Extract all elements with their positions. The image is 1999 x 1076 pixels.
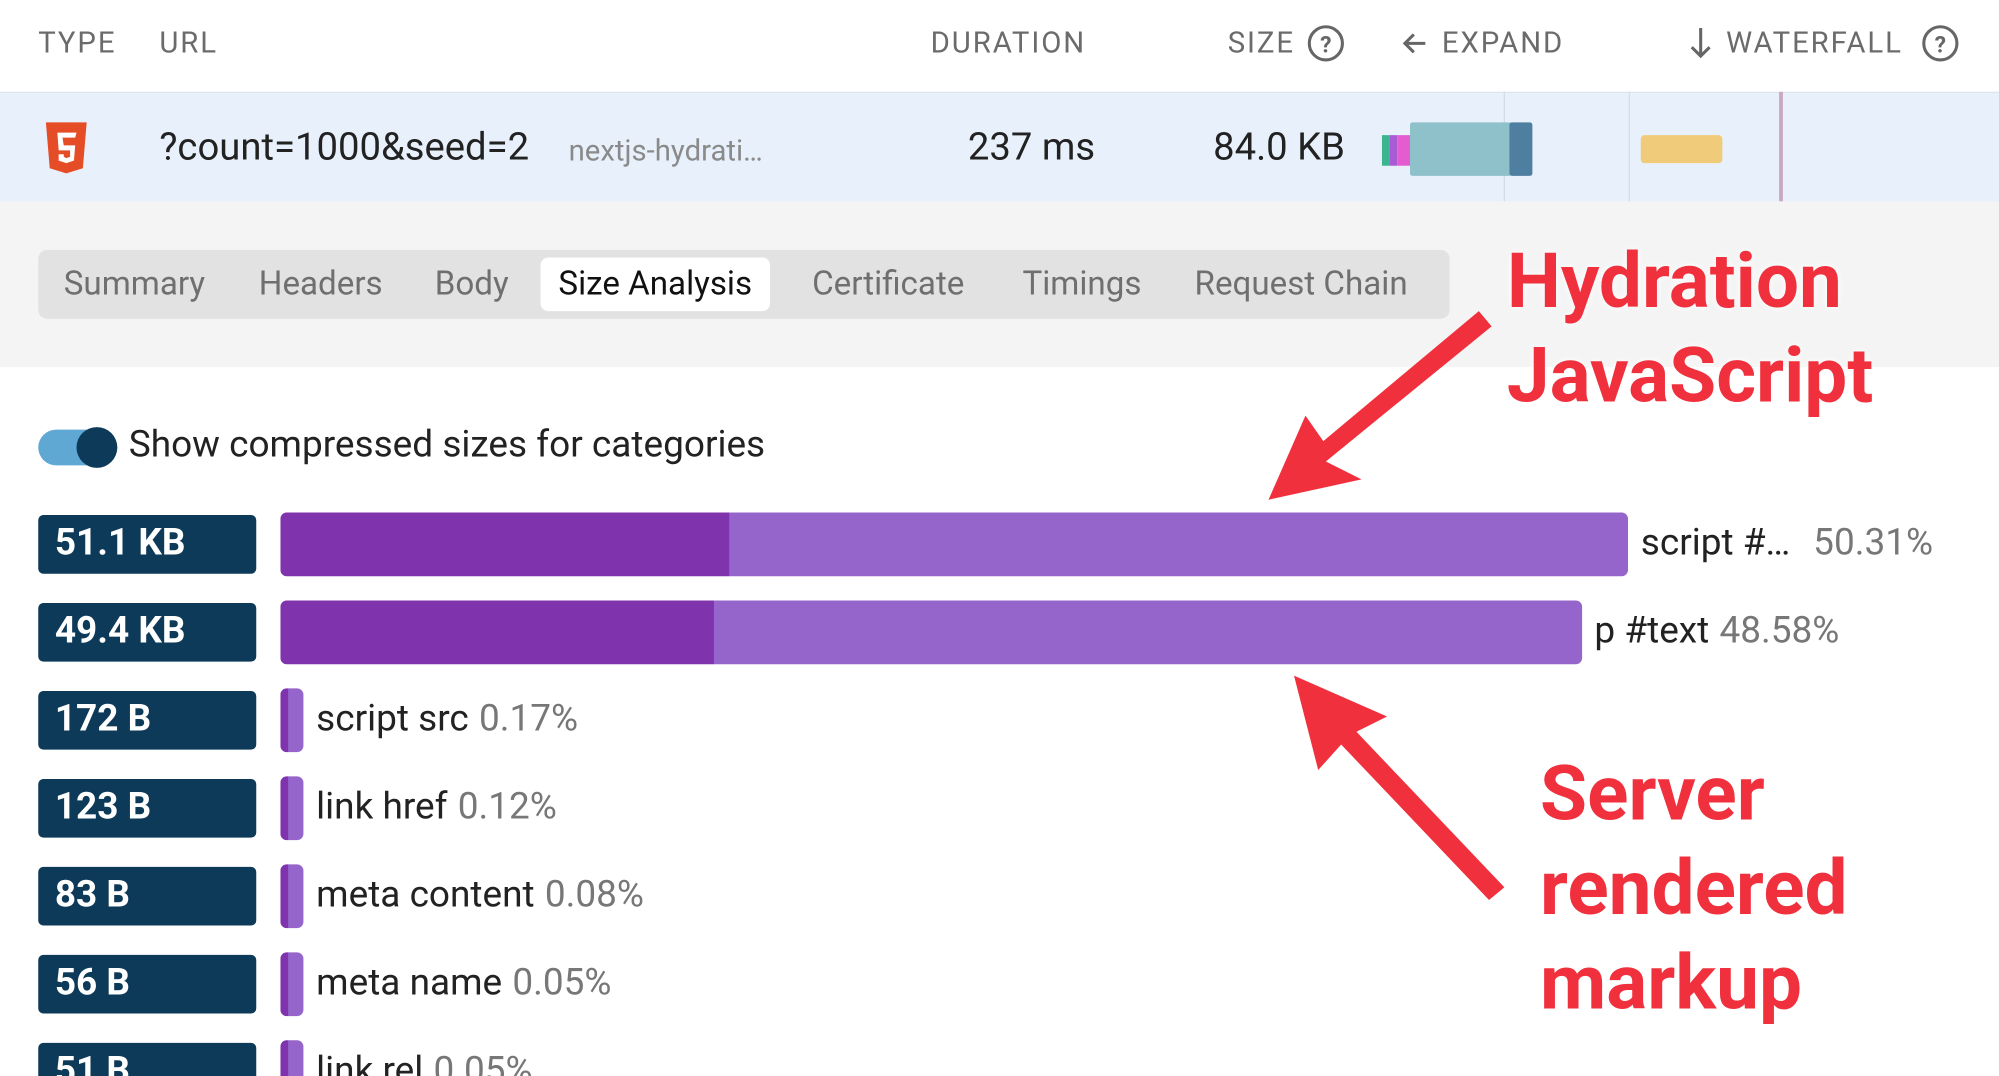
category-name: meta content	[316, 873, 535, 917]
tab[interactable]: Summary	[63, 265, 206, 304]
col-type: TYPE	[38, 25, 117, 60]
tab[interactable]: Headers	[258, 265, 383, 304]
svg-text:?: ?	[1935, 31, 1946, 58]
category-name: link href	[316, 785, 448, 829]
category-label: link href 0.12%	[316, 785, 557, 828]
annotation-line: Server	[1540, 748, 1765, 839]
category-label: p #text 48.58%	[1594, 609, 1839, 652]
annotation-line: JavaScript	[1506, 330, 1874, 421]
toggle[interactable]	[36, 423, 123, 471]
annotation-line: rendered	[1540, 842, 1848, 934]
category-name: script src	[316, 697, 469, 741]
bar	[280, 864, 304, 929]
size-label: 83 B	[54, 873, 131, 917]
category-share: 0.17%	[478, 697, 579, 741]
bar	[280, 688, 304, 753]
bar	[280, 952, 304, 1017]
size-label: 51 B	[54, 1049, 131, 1076]
size-label: 49.4 KB	[54, 609, 186, 653]
bar	[280, 512, 1629, 577]
bar	[280, 1040, 304, 1076]
col-size[interactable]: SIZE	[1227, 25, 1295, 60]
tab[interactable]: Timings	[1022, 265, 1142, 304]
col-duration[interactable]: DURATION	[930, 25, 1087, 60]
toggle-label: Show compressed sizes for categories	[128, 423, 766, 467]
annotation-server: Server rendered markup	[1540, 747, 1848, 1030]
category-share: 48.58%	[1719, 609, 1840, 653]
size-badge	[38, 690, 257, 750]
category-name: script #…	[1640, 521, 1791, 565]
size-badge	[38, 866, 257, 926]
size-badge	[38, 778, 257, 838]
request-url: ?count=1000&seed=2	[159, 124, 530, 170]
annotation-line: markup	[1540, 937, 1802, 1028]
category-share: 50.31%	[1813, 521, 1934, 565]
category-name: link rel	[316, 1049, 424, 1076]
size-label: 123 B	[54, 785, 152, 829]
bar-compressed	[280, 952, 289, 1017]
col-waterfall[interactable]: WATERFALL	[1726, 25, 1903, 60]
tab[interactable]: Certificate	[812, 265, 965, 304]
category-label: link rel 0.05%	[316, 1049, 532, 1076]
category-label: script src 0.17%	[316, 697, 578, 740]
bar	[280, 776, 304, 841]
request-size: 84.0 KB	[1213, 124, 1345, 170]
annotation-hydration: Hydration JavaScript	[1507, 235, 1873, 424]
request-host: nextjs-hydrati…	[568, 133, 763, 169]
category-name: p #text	[1594, 609, 1710, 653]
bar	[280, 600, 1582, 665]
category-label: script #… 50.31%	[1641, 521, 1933, 564]
col-url: URL	[159, 25, 218, 60]
size-badge	[38, 954, 257, 1014]
size-label: 56 B	[54, 961, 131, 1005]
size-label: 51.1 KB	[54, 521, 186, 565]
bar-compressed	[280, 512, 730, 577]
size-badge	[38, 603, 257, 662]
category-share: 0.12%	[457, 785, 557, 829]
category-share: 0.08%	[544, 873, 645, 917]
col-expand[interactable]: EXPAND	[1441, 25, 1565, 60]
category-share: 0.05%	[512, 961, 612, 1005]
annotation-line: Hydration	[1506, 235, 1842, 327]
size-badge	[38, 1042, 257, 1076]
header-icons: ? ?	[1307, 25, 1959, 62]
bar-compressed	[280, 776, 289, 841]
request-graphics	[45, 91, 1783, 202]
bar-compressed	[280, 600, 715, 665]
category-share: 0.05%	[433, 1049, 533, 1076]
request-duration: 237 ms	[967, 124, 1096, 170]
tab[interactable]: Request Chain	[1194, 265, 1408, 304]
size-badge	[38, 515, 257, 574]
category-label: meta content 0.08%	[316, 873, 644, 916]
bar-compressed	[280, 688, 289, 753]
bar-compressed	[280, 864, 289, 929]
tab[interactable]: Body	[434, 265, 509, 304]
category-label: meta name 0.05%	[316, 961, 611, 1004]
bar-compressed	[280, 1040, 289, 1076]
size-label: 172 B	[54, 697, 152, 741]
tab[interactable]: Size Analysis	[540, 257, 770, 312]
svg-text:?: ?	[1320, 31, 1331, 58]
category-name: meta name	[316, 961, 503, 1005]
